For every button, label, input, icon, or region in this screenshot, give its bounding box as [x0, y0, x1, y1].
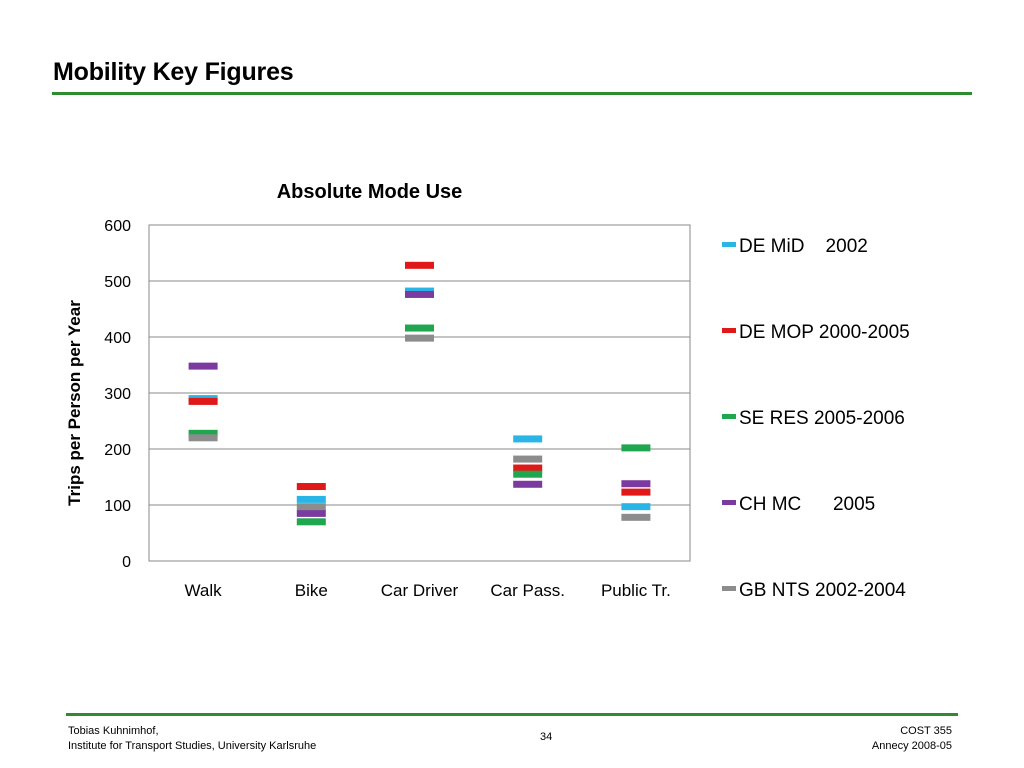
legend-marker: [722, 500, 736, 505]
y-tick-label: 500: [104, 274, 131, 291]
data-point: [621, 513, 651, 521]
data-point: [405, 261, 434, 269]
data-point: [188, 434, 218, 442]
footer-author-name: Tobias Kuhnimhof,: [68, 725, 159, 737]
footer-project-name: COST 355: [900, 725, 952, 737]
y-axis-label: Trips per Person per Year: [65, 300, 84, 506]
legend-label: DE MiD 2002: [739, 236, 868, 257]
data-point: [621, 488, 651, 496]
data-point: [296, 503, 326, 511]
data-point: [513, 455, 543, 463]
data-point: [188, 397, 218, 405]
y-tick-label: 300: [104, 386, 131, 403]
x-tick-label: Walk: [185, 581, 223, 600]
slide-title: Mobility Key Figures: [53, 58, 294, 86]
y-tick-label: 600: [104, 218, 131, 235]
data-point: [621, 444, 651, 452]
y-tick-label: 100: [104, 498, 131, 515]
data-point: [513, 480, 543, 488]
x-tick-label: Car Driver: [381, 581, 459, 600]
y-tick-label: 0: [122, 554, 131, 571]
footer-divider: [66, 713, 958, 716]
data-point: [405, 290, 434, 298]
data-point: [296, 483, 326, 491]
footer-author: Tobias Kuhnimhof, Institute for Transpor…: [68, 724, 316, 754]
y-tick-label: 200: [104, 442, 131, 459]
data-point: [188, 362, 218, 370]
data-point: [513, 464, 543, 472]
title-divider: [52, 92, 972, 95]
legend-label: GB NTS 2002-2004: [739, 580, 906, 601]
chart-title: Absolute Mode Use: [277, 181, 463, 203]
data-point: [621, 480, 651, 488]
footer-institute: Institute for Transport Studies, Univers…: [68, 740, 317, 752]
x-tick-label: Public Tr.: [601, 581, 671, 600]
legend-marker: [722, 586, 736, 591]
footer-project: COST 355 Annecy 2008-05: [872, 724, 952, 754]
legend-label: CH MC 2005: [739, 494, 875, 515]
data-point: [296, 495, 326, 503]
data-point: [513, 435, 543, 443]
legend-marker: [722, 328, 736, 333]
legend-marker: [722, 242, 736, 247]
x-tick-label: Bike: [295, 581, 328, 600]
x-tick-label: Car Pass.: [490, 581, 565, 600]
data-point: [296, 509, 326, 517]
data-point: [513, 470, 543, 478]
legend-marker: [722, 414, 736, 419]
legend-label: DE MOP 2000-2005: [739, 322, 910, 343]
data-point: [405, 324, 434, 332]
data-point: [621, 503, 651, 511]
mode-use-chart: Absolute Mode Use 0 100 200 300 400 500 600 Trip…: [65, 181, 910, 601]
footer-event: Annecy 2008-05: [871, 740, 952, 752]
plot-area-frame: [148, 224, 691, 562]
data-point: [296, 518, 326, 526]
y-tick-label: 400: [104, 330, 131, 347]
page-number: 34: [540, 731, 553, 743]
legend-label: SE RES 2005-2006: [739, 408, 905, 429]
data-point: [188, 429, 218, 437]
data-point: [405, 334, 434, 342]
